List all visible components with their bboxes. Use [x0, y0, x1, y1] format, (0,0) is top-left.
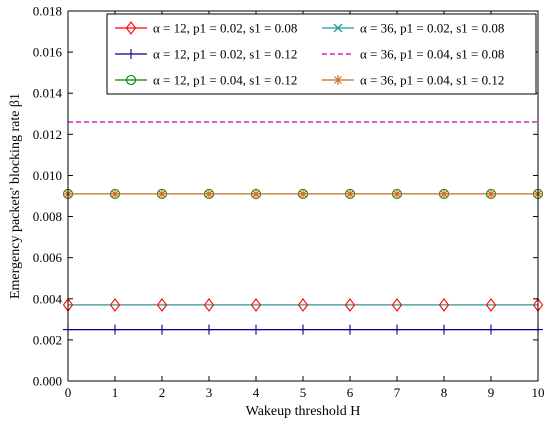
legend: α = 12, p1 = 0.02, s1 = 0.08 α = 36, p1 =… [106, 13, 537, 95]
legend-entry-5: α = 36, p1 = 0.04, s1 = 0.12 [360, 73, 504, 88]
data-point-s2-2 [157, 324, 167, 335]
y-tick-label: 0.008 [33, 209, 62, 224]
data-point-s2-7 [392, 324, 402, 335]
legend-box [106, 13, 537, 95]
data-point-s5-9 [486, 188, 496, 199]
legend-marker-5 [333, 75, 343, 85]
x-tick-label: 8 [441, 385, 448, 400]
x-tick-label: 4 [253, 385, 260, 400]
y-tick-label: 0.018 [33, 4, 62, 19]
y-tick-label: 0.000 [33, 374, 62, 389]
data-point-s5-6 [345, 188, 355, 199]
x-tick-label: 5 [300, 385, 307, 400]
data-point-s5-1 [110, 188, 120, 199]
legend-marker-1 [333, 23, 343, 33]
data-point-s5-8 [439, 188, 449, 199]
x-tick-label: 2 [159, 385, 166, 400]
data-point-s2-3 [204, 324, 214, 335]
legend-entry-1: α = 36, p1 = 0.02, s1 = 0.08 [360, 21, 504, 36]
data-point-s0-2 [156, 298, 168, 312]
data-point-s0-7 [391, 298, 403, 312]
data-point-s0-9 [485, 298, 497, 312]
legend-marker-4 [125, 74, 137, 86]
x-tick-label: 7 [394, 385, 401, 400]
legend-marker-2 [126, 49, 136, 59]
y-axis-label: Emergency packets' blocking rate β1 [8, 93, 23, 299]
x-tick-label: 3 [206, 385, 213, 400]
data-point-s0-4 [250, 298, 262, 312]
data-point-s0-6 [344, 298, 356, 312]
x-tick-label: 1 [112, 385, 119, 400]
data-point-s2-4 [251, 324, 261, 335]
data-point-s0-5 [297, 298, 309, 312]
x-axis-label: Wakeup threshold H [246, 404, 361, 419]
data-point-s5-3 [204, 188, 214, 199]
y-tick-label: 0.014 [33, 86, 63, 101]
x-tick-label: 0 [65, 385, 72, 400]
x-tick-label: 9 [488, 385, 495, 400]
y-tick-label: 0.006 [33, 250, 63, 265]
plot-area: 0 1 2 3 4 5 6 7 8 9 10 0.000 0.002 0.004 0.006 0.008 0.0… [33, 4, 545, 401]
y-tick-label: 0.012 [33, 127, 62, 142]
data-point-s5-5 [298, 188, 308, 199]
data-point-s2-5 [298, 324, 308, 335]
data-point-s2-9 [486, 324, 496, 335]
x-tick-label: 10 [532, 385, 545, 400]
legend-entry-0: α = 12, p1 = 0.02, s1 = 0.08 [153, 21, 297, 36]
y-tick-label: 0.004 [33, 291, 63, 306]
x-tick-label: 6 [347, 385, 354, 400]
legend-marker-0 [125, 21, 137, 35]
data-point-s2-1 [110, 324, 120, 335]
y-tick-label: 0.016 [33, 45, 63, 60]
data-point-s0-3 [203, 298, 215, 312]
data-point-s2-8 [439, 324, 449, 335]
data-point-s0-8 [438, 298, 450, 312]
data-point-s5-7 [392, 188, 402, 199]
legend-entry-4: α = 12, p1 = 0.04, s1 = 0.12 [153, 73, 297, 88]
data-point-s2-6 [345, 324, 355, 335]
data-point-s5-2 [157, 188, 167, 199]
legend-entry-3: α = 36, p1 = 0.04, s1 = 0.08 [360, 47, 504, 62]
y-tick-label: 0.010 [33, 168, 62, 183]
data-point-s0-1 [109, 298, 121, 312]
data-point-s5-4 [251, 188, 261, 199]
y-tick-label: 0.002 [33, 332, 62, 347]
legend-entry-2: α = 12, p1 = 0.02, s1 = 0.12 [153, 47, 297, 62]
